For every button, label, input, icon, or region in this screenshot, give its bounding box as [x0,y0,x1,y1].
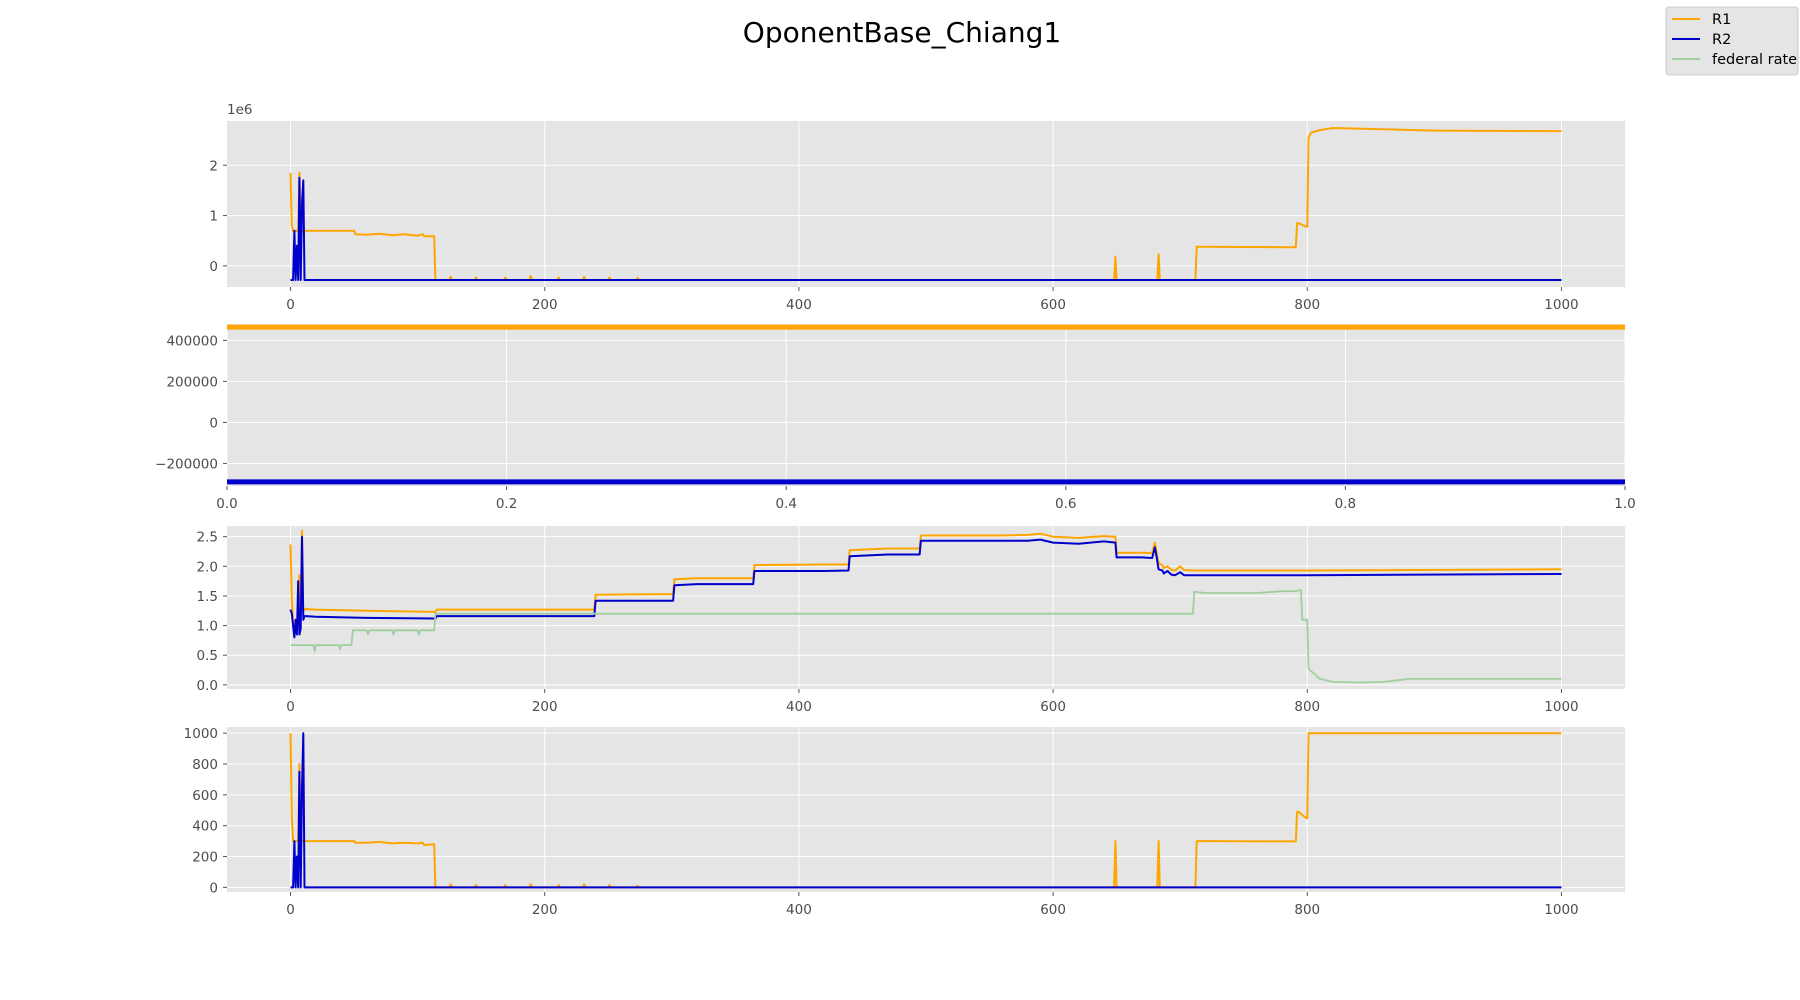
x-tick-label: 600 [1040,699,1066,715]
x-tick-label: 0.8 [1335,496,1356,512]
y-tick-label: 0 [209,880,218,896]
y-tick-label: 0 [209,259,218,275]
legend-label: federal rate [1712,52,1797,68]
y-offset-label: 1e6 [227,102,252,118]
plot-area [227,526,1625,689]
x-tick-label: 200 [532,902,558,918]
y-tick-label: 600 [192,788,218,804]
plot-area [227,727,1625,892]
x-tick-label: 800 [1294,699,1320,715]
legend-label: R1 [1712,12,1731,28]
y-tick-label: 200 [192,850,218,866]
plot-area [227,324,1625,486]
x-tick-label: 1.0 [1614,496,1635,512]
y-tick-label: 400000 [166,333,218,349]
x-tick-label: 0.2 [496,496,517,512]
x-tick-label: 200 [532,297,558,313]
x-tick-label: 0 [286,699,295,715]
plot-area [227,121,1625,287]
x-tick-label: 0.0 [216,496,237,512]
y-tick-label: −200000 [155,456,218,472]
x-tick-label: 600 [1040,297,1066,313]
x-tick-label: 200 [532,699,558,715]
y-tick-label: 1 [209,209,218,225]
x-tick-label: 1000 [1544,699,1578,715]
subplot-4: 0 200 400 600 800 1000 0 200 400 600 800 1000 [184,726,1625,918]
x-tick-label: 0 [286,297,295,313]
x-tick-label: 800 [1294,297,1320,313]
y-tick-label: 1000 [184,726,218,742]
y-tick-label: 2.0 [197,559,218,575]
y-tick-label: 0 [209,415,218,431]
x-tick-label: 400 [786,297,812,313]
y-tick-label: 2.5 [197,530,218,546]
subplot-3: 0 200 400 600 800 1000 0.0 0.5 1.0 1.5 2.0 2.5 [197,526,1625,715]
y-tick-label: 800 [192,757,218,773]
x-tick-label: 800 [1294,902,1320,918]
series-line-r2 [290,176,1562,281]
x-tick-label: 0.4 [775,496,796,512]
x-tick-label: 400 [786,902,812,918]
y-tick-label: 1.0 [197,619,218,635]
series-line-r2 [290,732,1562,889]
subplot-2: 0.0 0.2 0.4 0.6 0.8 1.0 −200000 0 200000 400000 [155,324,1636,512]
series-line-federal-rate [290,589,1562,684]
y-tick-label: 400 [192,819,218,835]
x-tick-label: 0 [286,902,295,918]
legend: R1 R2 federal rate [1665,6,1799,76]
y-tick-label: 200000 [166,374,218,390]
x-tick-label: 600 [1040,902,1066,918]
legend-label: R2 [1712,32,1731,48]
subplot-1: 0 200 400 600 800 1000 0 1 2 1e6 [209,102,1625,313]
figure-title: OponentBase_Chiang1 [743,16,1061,49]
x-tick-label: 0.6 [1055,496,1076,512]
series-line-r2 [289,535,1562,639]
x-tick-label: 1000 [1544,902,1578,918]
y-tick-label: 2 [209,158,218,174]
x-tick-label: 1000 [1544,297,1578,313]
y-tick-label: 0.0 [197,678,218,694]
series-line-r1 [289,732,1562,889]
y-tick-label: 0.5 [197,648,218,664]
y-tick-label: 1.5 [197,589,218,605]
x-tick-label: 400 [786,699,812,715]
